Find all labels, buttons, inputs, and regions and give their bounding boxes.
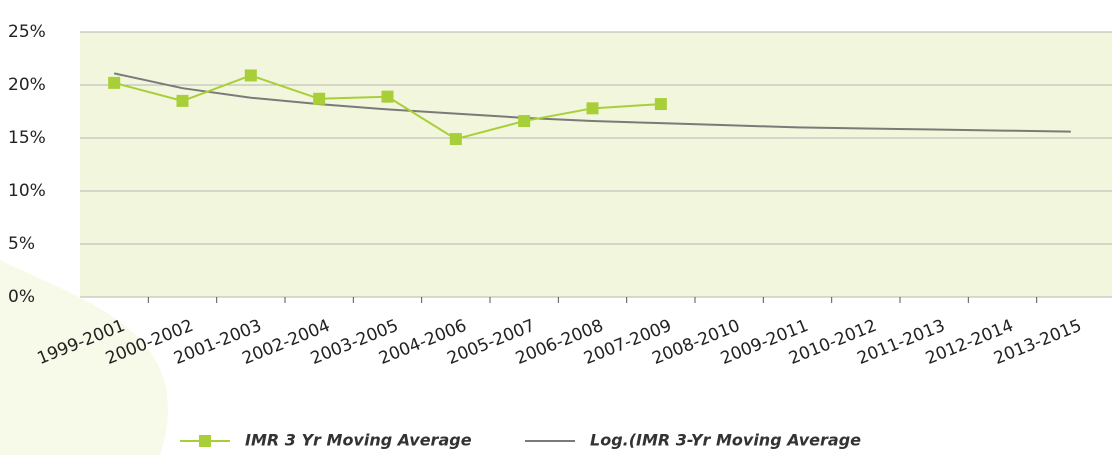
legend-label: Log.(IMR 3-Yr Moving Average (590, 431, 861, 450)
legend-marker (199, 435, 211, 447)
data-point (313, 92, 326, 105)
data-point (654, 98, 667, 111)
legend-label: IMR 3 Yr Moving Average (245, 431, 472, 450)
data-point (449, 133, 462, 146)
background-leaf (0, 260, 168, 455)
y-tick-label: 25% (8, 22, 46, 42)
data-point (176, 94, 189, 107)
y-tick-label: 10% (8, 181, 46, 201)
series-line (113, 72, 1071, 133)
data-point (108, 76, 121, 89)
y-tick-label: 0% (8, 287, 35, 307)
plot-area (80, 32, 1112, 297)
data-point (518, 115, 531, 128)
data-point (244, 69, 257, 82)
y-tick-label: 5% (8, 234, 35, 254)
y-tick-label: 15% (8, 128, 46, 148)
data-point (381, 90, 394, 103)
y-tick-label: 20% (8, 75, 46, 95)
data-point (586, 102, 599, 115)
